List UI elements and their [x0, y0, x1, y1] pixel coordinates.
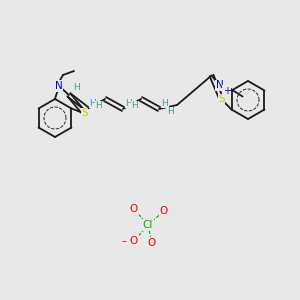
Text: +: +: [223, 85, 230, 95]
Text: O: O: [130, 236, 138, 246]
Text: H: H: [96, 101, 102, 110]
Text: O: O: [160, 206, 168, 216]
Text: S: S: [81, 109, 88, 118]
Text: H: H: [126, 98, 132, 107]
Text: H: H: [73, 83, 80, 92]
Text: H: H: [90, 98, 96, 107]
Text: S: S: [218, 94, 225, 104]
Text: H: H: [167, 107, 173, 116]
Text: H: H: [162, 98, 168, 107]
Text: H: H: [167, 107, 173, 116]
Text: H: H: [132, 101, 138, 110]
Text: O: O: [148, 238, 156, 248]
Text: Cl: Cl: [143, 220, 153, 230]
Text: N: N: [216, 80, 224, 91]
Text: O: O: [130, 204, 138, 214]
Text: –: –: [122, 236, 126, 246]
Text: N: N: [55, 81, 63, 91]
